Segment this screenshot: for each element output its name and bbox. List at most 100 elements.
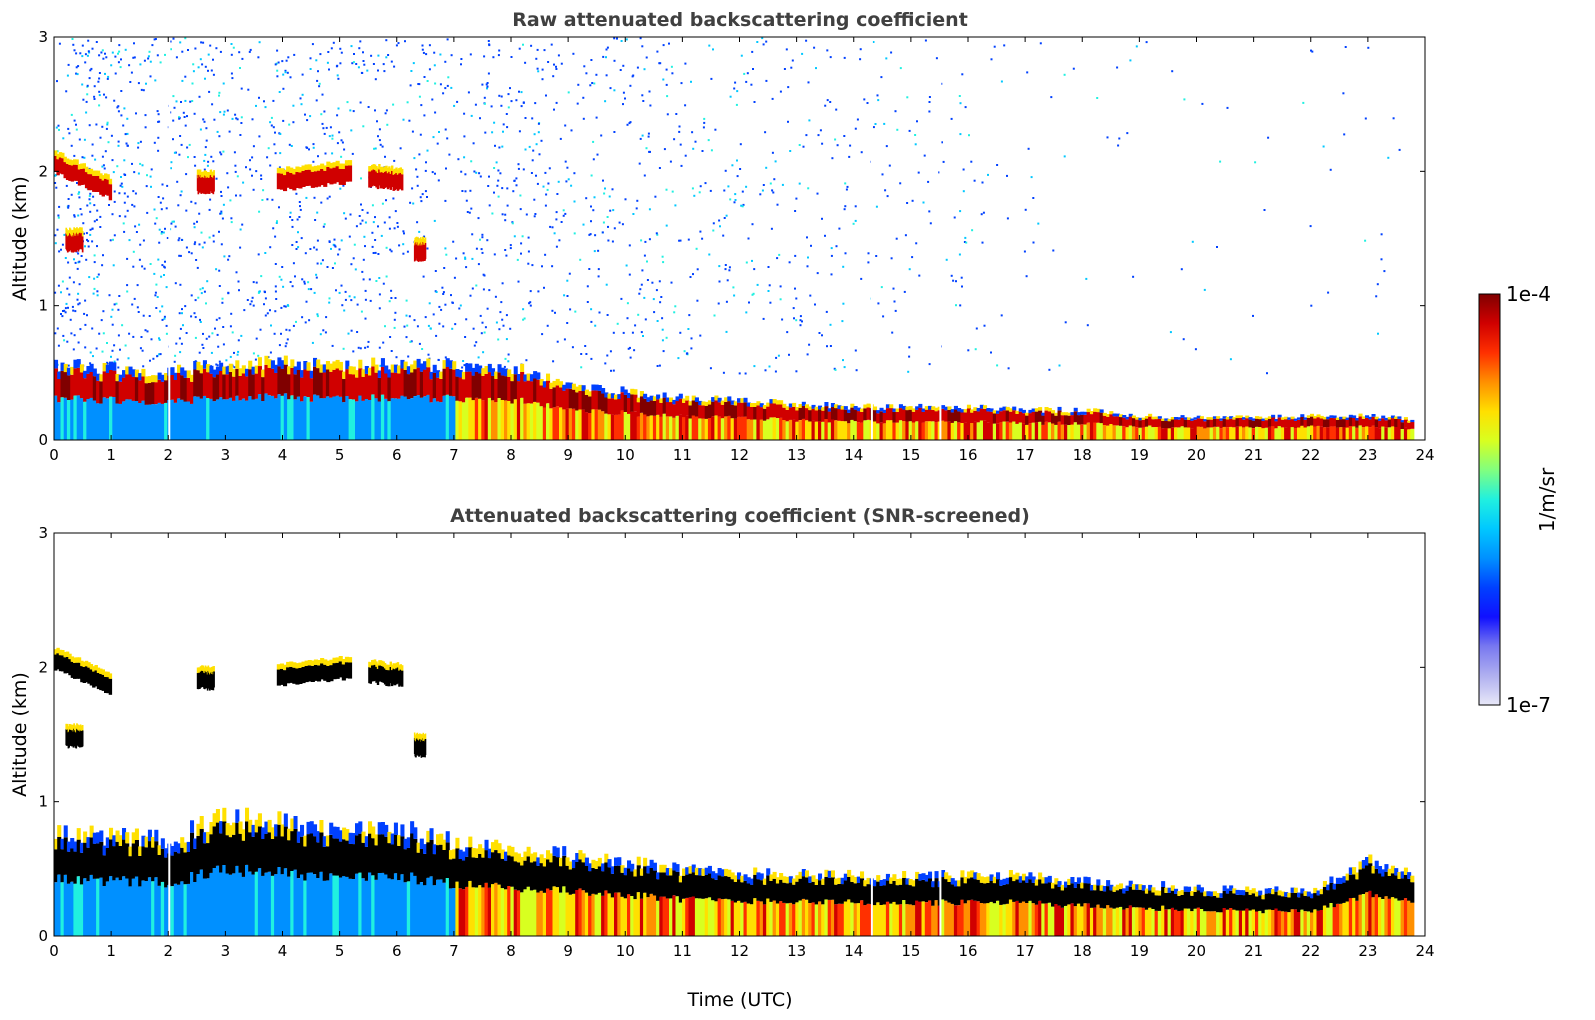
noise-pixel xyxy=(529,301,532,304)
bl-peak-band xyxy=(465,856,470,887)
bl-peak-band xyxy=(1089,414,1094,424)
bl-column xyxy=(953,905,958,936)
bl-column xyxy=(575,890,580,936)
noise-pixel xyxy=(959,102,962,105)
cloud-edge xyxy=(68,159,72,165)
bl-column xyxy=(1180,910,1185,936)
bl-column xyxy=(1361,427,1366,440)
bl-column xyxy=(332,875,337,936)
noise-pixel xyxy=(304,113,306,116)
noise-pixel xyxy=(324,152,327,155)
cloud-edge xyxy=(379,167,382,173)
noise-pixel xyxy=(605,48,608,51)
noise-pixel xyxy=(880,286,883,289)
noise-pixel xyxy=(475,284,478,287)
noise-pixel xyxy=(374,251,377,254)
noise-pixel xyxy=(788,353,790,356)
noise-pixel xyxy=(251,296,254,299)
noise-pixel xyxy=(497,169,500,172)
noise-pixel xyxy=(479,117,481,120)
bl-fringe xyxy=(1187,417,1192,420)
noise-pixel xyxy=(894,110,897,113)
noise-pixel xyxy=(710,77,713,80)
noise-pixel xyxy=(632,213,635,215)
bl-peak-band xyxy=(76,367,81,396)
bl-column xyxy=(714,901,719,936)
bl-fringe xyxy=(63,363,68,373)
bl-peak-band xyxy=(604,862,609,891)
noise-pixel xyxy=(249,48,252,51)
bl-fringe xyxy=(633,869,638,877)
bl-fringe xyxy=(944,406,949,411)
bl-column xyxy=(439,402,444,440)
bl-column xyxy=(766,419,771,440)
bl-peak-band xyxy=(371,366,376,395)
bl-fringe xyxy=(306,362,311,371)
noise-pixel xyxy=(239,67,241,69)
noise-pixel xyxy=(123,173,126,176)
bl-column xyxy=(730,900,735,936)
bl-peak-band xyxy=(57,836,62,875)
bl-fringe xyxy=(659,864,664,873)
bl-column xyxy=(588,413,593,440)
bl-column xyxy=(963,903,968,936)
bl-peak-band xyxy=(597,866,602,893)
bl-fringe xyxy=(99,374,104,382)
bl-peak-band xyxy=(1303,419,1308,428)
bl-fringe xyxy=(1368,416,1373,420)
bl-column xyxy=(704,418,709,440)
bl-column xyxy=(186,401,191,440)
cloud-edge xyxy=(417,236,419,243)
noise-pixel xyxy=(551,309,554,312)
noise-pixel xyxy=(60,313,62,315)
noise-pixel xyxy=(1063,155,1066,158)
bl-column xyxy=(633,411,638,440)
noise-pixel xyxy=(328,297,331,300)
x-axis-ticks: 0 1 2 3 4 5 6 7 8 9 10 11 12 13 14 15 16 17 18 19 20 21 22 23 24 xyxy=(49,37,1435,464)
noise-pixel xyxy=(126,144,129,147)
noise-pixel xyxy=(465,199,468,202)
bl-peak-band xyxy=(827,411,832,423)
noise-pixel xyxy=(728,269,731,272)
noise-pixel xyxy=(544,204,547,207)
noise-pixel xyxy=(473,170,476,173)
noise-pixel xyxy=(446,137,449,140)
noise-pixel xyxy=(390,289,393,292)
noise-pixel xyxy=(275,222,278,224)
bl-fringe xyxy=(225,366,230,375)
bl-fringe xyxy=(1310,413,1315,417)
noise-pixel xyxy=(107,141,110,144)
bl-fringe xyxy=(669,397,674,403)
bl-column xyxy=(1245,908,1250,936)
noise-pixel xyxy=(553,63,555,66)
bl-peak-band xyxy=(494,378,499,403)
bl-peak-band xyxy=(1216,418,1221,427)
bl-column xyxy=(76,876,81,936)
bl-peak-band xyxy=(1080,414,1085,425)
bl-peak-band xyxy=(876,413,881,424)
noise-pixel xyxy=(1229,358,1232,361)
bl-peak-band xyxy=(1028,879,1033,901)
noise-pixel xyxy=(589,84,592,87)
bl-column xyxy=(348,878,353,936)
bl-peak-band xyxy=(1387,419,1392,428)
noise-pixel xyxy=(218,135,221,138)
bl-fringe xyxy=(908,879,913,886)
noise-pixel xyxy=(278,275,281,278)
bl-fringe xyxy=(342,827,347,840)
raw-backscatter-panel: Raw attenuated backscattering coefficien… xyxy=(9,9,1435,464)
noise-pixel xyxy=(74,261,77,264)
bl-fringe xyxy=(1164,418,1169,421)
bl-peak-band xyxy=(941,877,946,900)
bl-peak-band xyxy=(144,847,149,881)
noise-pixel xyxy=(626,302,629,305)
noise-pixel xyxy=(179,283,182,286)
noise-pixel xyxy=(460,58,463,60)
bl-peak-band xyxy=(1293,892,1298,910)
bl-peak-band xyxy=(471,375,476,401)
noise-pixel xyxy=(421,44,424,47)
bl-fringe xyxy=(377,822,382,835)
bl-fringe xyxy=(801,869,806,877)
noise-pixel xyxy=(409,340,412,343)
noise-pixel xyxy=(384,155,386,158)
